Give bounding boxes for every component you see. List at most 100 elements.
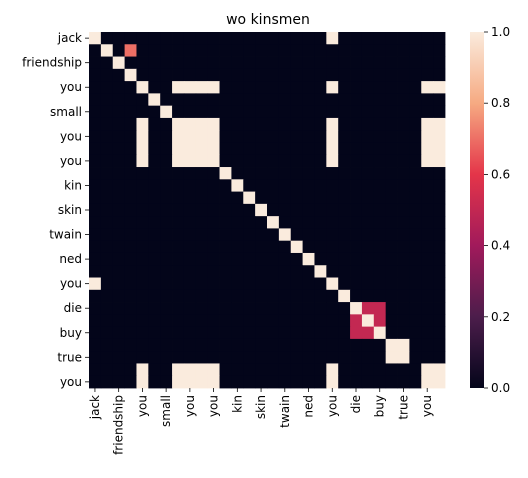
heatmap-cell-14-7: [172, 203, 185, 217]
heatmap-cell-8-20: [326, 130, 339, 143]
heatmap-cell-0-19: [314, 32, 327, 45]
heatmap-cell-24-11: [219, 326, 232, 340]
heatmap-cell-3-5: [148, 68, 161, 82]
heatmap-cell-0-22: [350, 32, 363, 45]
heatmap-cell-18-10: [207, 252, 220, 266]
heatmap-cell-28-7: [172, 375, 185, 389]
heatmap-cell-25-24: [373, 338, 387, 352]
heatmap-cell-7-15: [267, 117, 280, 131]
heatmap-cell-7-23: [361, 117, 375, 131]
heatmap-cell-1-8: [183, 44, 197, 57]
heatmap-cell-19-12: [231, 265, 244, 278]
heatmap-cell-21-13: [243, 289, 256, 303]
heatmap-cell-4-7: [172, 81, 185, 94]
heatmap-cell-2-14: [255, 56, 268, 70]
heatmap-cell-2-9: [195, 56, 209, 70]
heatmap-cell-1-3: [124, 44, 137, 57]
heatmap-cell-2-8: [183, 56, 197, 70]
heatmap-cell-27-28: [421, 363, 434, 377]
heatmap-cell-18-8: [183, 252, 197, 266]
heatmap-cell-21-0: [89, 289, 102, 303]
heatmap-cell-10-12: [231, 154, 244, 168]
heatmap-cell-22-10: [207, 302, 220, 315]
heatmap-cell-26-3: [124, 351, 137, 364]
heatmap-cell-1-22: [350, 44, 363, 57]
heatmap-cell-5-1: [100, 93, 114, 107]
heatmap-cell-6-5: [148, 105, 161, 119]
heatmap-cell-9-5: [148, 142, 161, 156]
heatmap-cell-28-24: [373, 375, 387, 389]
heatmap-cell-15-19: [314, 216, 327, 229]
heatmap-cell-20-2: [112, 277, 125, 291]
heatmap-cell-21-17: [290, 289, 303, 303]
heatmap-cell-18-15: [267, 252, 280, 266]
heatmap-cell-25-6: [160, 338, 173, 352]
heatmap-cell-14-11: [219, 203, 232, 217]
heatmap-cell-14-3: [124, 203, 137, 217]
heatmap-cell-12-13: [243, 179, 256, 192]
heatmap-cell-1-19: [314, 44, 327, 57]
heatmap-cell-9-16: [278, 142, 292, 156]
heatmap-cell-14-14: [255, 203, 268, 217]
heatmap-cell-5-20: [326, 93, 339, 107]
heatmap-cell-7-1: [100, 117, 114, 131]
heatmap-cell-22-12: [231, 302, 244, 315]
heatmap-cell-1-23: [361, 44, 375, 57]
heatmap-cell-1-6: [160, 44, 173, 57]
heatmap-cell-0-5: [148, 32, 161, 45]
heatmap-cell-23-21: [338, 314, 351, 328]
heatmap-cell-12-0: [89, 179, 102, 192]
heatmap-cell-26-17: [290, 351, 303, 364]
heatmap-cell-3-15: [267, 68, 280, 82]
heatmap-cell-20-9: [195, 277, 209, 291]
y-tick-label: kin: [64, 178, 82, 192]
heatmap-cell-3-9: [195, 68, 209, 82]
heatmap-cell-9-21: [338, 142, 351, 156]
heatmap-cell-13-17: [290, 191, 303, 205]
heatmap-cell-28-19: [314, 375, 327, 389]
heatmap-cell-22-11: [219, 302, 232, 315]
heatmap-cell-8-26: [397, 130, 410, 143]
heatmap-cell-4-3: [124, 81, 137, 94]
heatmap-cell-28-29: [433, 375, 446, 389]
heatmap-cell-11-22: [350, 167, 363, 180]
x-tick-label: kin: [230, 395, 244, 413]
heatmap-cell-19-11: [219, 265, 232, 278]
heatmap-cell-3-16: [278, 68, 292, 82]
heatmap-cell-6-3: [124, 105, 137, 119]
heatmap-cell-1-4: [136, 44, 149, 57]
heatmap-cell-6-17: [290, 105, 303, 119]
heatmap-cell-5-3: [124, 93, 137, 107]
heatmap-cell-0-14: [255, 32, 268, 45]
heatmap-cell-6-26: [397, 105, 410, 119]
heatmap-cell-12-27: [409, 179, 422, 192]
heatmap-cell-5-10: [207, 93, 220, 107]
heatmap-cell-28-1: [100, 375, 114, 389]
heatmap-cell-26-10: [207, 351, 220, 364]
heatmap-cell-24-2: [112, 326, 125, 340]
heatmap-cell-3-13: [243, 68, 256, 82]
heatmap-cell-3-14: [255, 68, 268, 82]
heatmap-cell-23-15: [267, 314, 280, 328]
heatmap-cell-0-27: [409, 32, 422, 45]
heatmap-cell-4-26: [397, 81, 410, 94]
heatmap-cell-13-4: [136, 191, 149, 205]
heatmap-cell-18-13: [243, 252, 256, 266]
heatmap-cell-17-0: [89, 240, 102, 254]
colorbar: [470, 32, 484, 388]
heatmap-cell-11-28: [421, 167, 434, 180]
heatmap-cell-7-10: [207, 117, 220, 131]
heatmap-cell-3-22: [350, 68, 363, 82]
heatmap-cell-13-18: [302, 191, 315, 205]
heatmap-cell-8-7: [172, 130, 185, 143]
heatmap-cell-2-16: [278, 56, 292, 70]
heatmap-cell-20-26: [397, 277, 410, 291]
heatmap-cell-26-23: [361, 351, 375, 364]
heatmap-cell-9-29: [433, 142, 446, 156]
heatmap-cell-13-3: [124, 191, 137, 205]
heatmap-cell-17-6: [160, 240, 173, 254]
heatmap-cell-14-21: [338, 203, 351, 217]
y-tick-label: small: [50, 105, 82, 119]
heatmap-cell-9-11: [219, 142, 232, 156]
colorbar-tick-label: 0.0: [491, 381, 510, 395]
